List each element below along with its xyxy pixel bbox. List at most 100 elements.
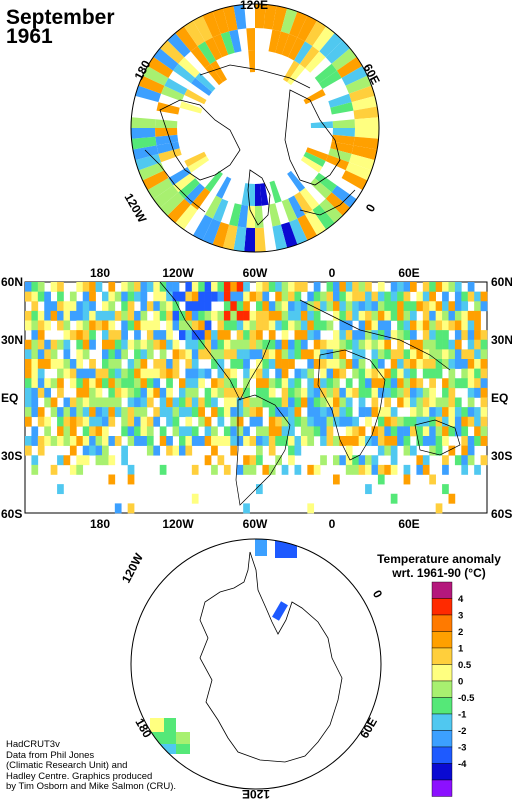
grid-cell xyxy=(268,330,276,341)
grid-cell xyxy=(127,464,135,475)
grid-cell xyxy=(416,359,424,369)
lat-left-60n: 60N xyxy=(1,275,23,289)
grid-cell xyxy=(243,320,250,331)
grid-cell xyxy=(159,310,167,321)
grid-cell xyxy=(69,330,77,341)
polar-grid-cell xyxy=(175,26,198,52)
grid-cell xyxy=(454,291,462,302)
grid-cell xyxy=(390,426,398,437)
grid-cell xyxy=(442,387,449,398)
grid-cell xyxy=(256,339,263,350)
grid-cell xyxy=(95,397,103,408)
grid-cell xyxy=(377,320,385,331)
grid-cell xyxy=(467,359,475,369)
polar-grid-cell xyxy=(300,156,323,173)
grid-cell xyxy=(243,282,250,292)
grid-cell xyxy=(307,426,315,437)
polar-grid-cell xyxy=(332,119,355,128)
grid-cell xyxy=(211,378,218,389)
grid-cell xyxy=(31,282,39,292)
grid-cell xyxy=(44,310,51,321)
grid-cell xyxy=(76,339,84,350)
grid-cell xyxy=(50,397,58,408)
grid-cell xyxy=(230,397,238,408)
grid-cell xyxy=(50,464,58,475)
grid-cell xyxy=(307,416,315,427)
grid-cell xyxy=(191,387,199,398)
grid-cell xyxy=(384,397,392,408)
grid-cell xyxy=(82,349,90,360)
grid-cell xyxy=(467,349,475,360)
grid-cell xyxy=(403,436,411,446)
grid-cell xyxy=(422,426,430,437)
grid-cell xyxy=(345,387,353,398)
polar-grid-cell xyxy=(297,15,317,42)
grid-cell xyxy=(134,339,141,350)
grid-cell xyxy=(377,368,385,379)
grid-cell xyxy=(89,330,96,341)
legend-swatch xyxy=(431,713,453,731)
grid-cell xyxy=(172,310,180,321)
grid-cell xyxy=(31,455,39,466)
grid-cell xyxy=(281,301,289,312)
grid-cell xyxy=(358,378,366,389)
grid-cell xyxy=(429,291,436,302)
grid-cell xyxy=(25,445,32,456)
grid-cell xyxy=(204,301,212,312)
polar-grid-cell xyxy=(255,227,266,252)
grid-cell xyxy=(416,436,424,446)
polar-grid-cell xyxy=(288,37,305,61)
legend-title: Temperature anomaly wrt. 1961-90 (°C) xyxy=(364,552,512,580)
grid-cell xyxy=(403,291,411,302)
grid-cell xyxy=(448,445,456,456)
grid-cell xyxy=(211,291,218,302)
grid-cell xyxy=(384,320,392,331)
polar-grid-cell xyxy=(167,33,191,58)
grid-cell xyxy=(146,378,154,389)
grid-cell xyxy=(236,282,244,292)
polar-grid-cell xyxy=(153,48,179,71)
grid-cell xyxy=(198,310,205,321)
grid-cell xyxy=(121,349,128,360)
grid-cell xyxy=(134,387,141,398)
grid-cell xyxy=(121,407,128,418)
grid-cell xyxy=(153,416,161,427)
grid-cell xyxy=(102,397,109,408)
grid-cell xyxy=(50,301,58,312)
polar-grid-cell xyxy=(132,145,159,161)
grid-cell xyxy=(333,474,340,485)
grid-cell xyxy=(371,426,379,437)
grid-cell xyxy=(204,426,212,437)
color-legend: 4 3 2 1 0.5 0 -0.5 -1 -2 -3 -4 xyxy=(431,581,475,797)
grid-cell xyxy=(236,339,244,350)
grid-cell xyxy=(108,474,116,485)
polar-grid-cell xyxy=(244,227,255,252)
grid-cell xyxy=(333,378,340,389)
grid-cell xyxy=(422,397,430,408)
grid-cell xyxy=(358,368,366,379)
grid-cell xyxy=(345,436,353,446)
grid-cell xyxy=(333,301,340,312)
grid-cell xyxy=(121,378,128,389)
grid-cell xyxy=(69,397,77,408)
polar-grid-cell xyxy=(135,153,161,171)
grid-cell xyxy=(313,378,321,389)
polar-grid-cell xyxy=(319,198,343,223)
grid-cell xyxy=(95,455,103,466)
grid-cell xyxy=(358,282,366,292)
grid-cell xyxy=(288,387,295,398)
polar-grid-cell xyxy=(131,136,157,150)
grid-cell xyxy=(166,416,173,427)
polar-grid-cell xyxy=(318,70,342,89)
grid-cell xyxy=(102,339,109,350)
grid-cell xyxy=(134,349,141,360)
grid-cell xyxy=(223,301,231,312)
grid-cell xyxy=(230,387,238,398)
polar-grid-cell xyxy=(155,134,179,146)
grid-cell xyxy=(390,387,398,398)
grid-cell xyxy=(256,484,263,495)
grid-cell xyxy=(108,407,116,418)
grid-cell xyxy=(204,330,212,341)
grid-cell xyxy=(50,349,58,360)
grid-cell xyxy=(69,378,77,389)
